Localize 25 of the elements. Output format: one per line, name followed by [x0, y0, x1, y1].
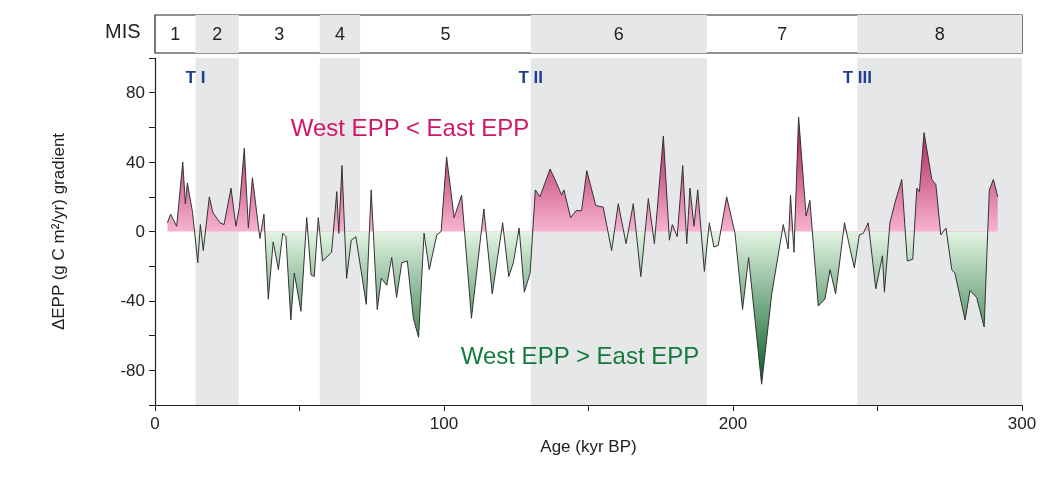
y-tick-label: 0	[135, 222, 145, 241]
text: 3	[274, 24, 285, 44]
annotation: T II	[518, 67, 543, 87]
band-label: 4	[334, 24, 345, 44]
y-tick-label: -40	[120, 291, 145, 311]
text: 1	[170, 24, 181, 44]
x-tick-label: 200	[718, 414, 748, 433]
band-label: 6	[613, 24, 624, 44]
x-tick-label: 100	[429, 414, 459, 433]
annotation: T I	[185, 67, 206, 87]
annotation: West EPP < East EPP	[290, 113, 530, 141]
x-axis-title: Age (kyr BP)	[540, 437, 637, 456]
text: 5	[440, 24, 451, 44]
band-label: 2	[212, 24, 223, 44]
x-tick-label: 300	[1007, 414, 1037, 433]
annotation: West EPP > East EPP	[460, 341, 700, 369]
text: MIS	[105, 20, 141, 42]
y-tick-label: 80	[126, 83, 145, 103]
text: 7	[777, 24, 788, 44]
annotation: T III	[842, 67, 872, 87]
band-label: 8	[934, 24, 945, 44]
y-tick-label: -80	[120, 360, 145, 380]
y-tick-label: 40	[126, 152, 145, 172]
x-tick-label: 0	[150, 414, 160, 433]
y-axis-title: ΔEPP (g C m²/yr) gradient	[49, 132, 68, 331]
